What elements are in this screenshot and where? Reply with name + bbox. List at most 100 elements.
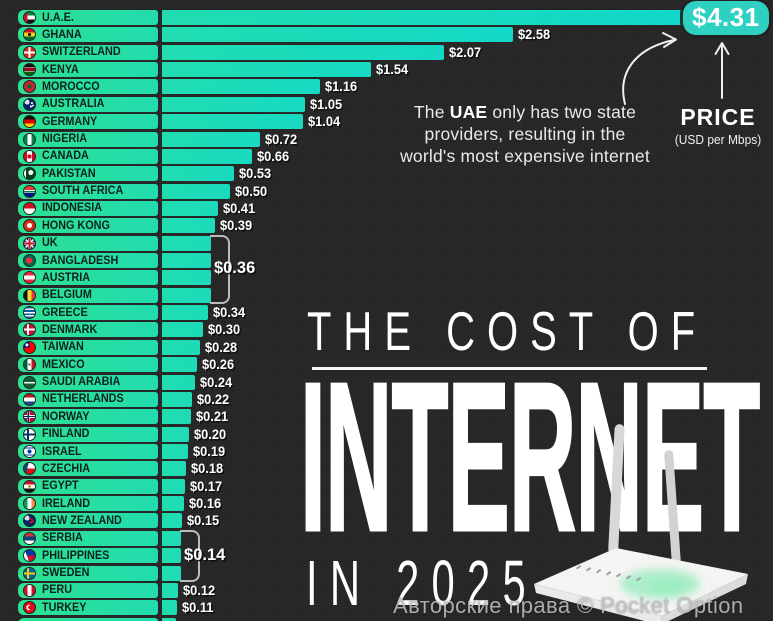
peru-flag-icon [23, 583, 36, 597]
value-label: $0.18 [191, 461, 224, 477]
country-name: TURKEY [42, 601, 87, 614]
country-label: NIGERIA [18, 131, 158, 147]
country-label: SOUTH AFRICA [18, 183, 158, 199]
country-label: GERMANY [18, 114, 158, 130]
value-label: $0.15 [187, 513, 220, 529]
title-line-2: INTERNET [299, 338, 761, 575]
country-name: NORWAY [42, 410, 90, 423]
price-bar [162, 218, 216, 234]
value-label: $0.16 [188, 496, 221, 512]
country-label: UK [18, 235, 158, 251]
country-name: CZECHIA [42, 462, 91, 475]
greece-flag-icon [23, 306, 36, 320]
country-name: SAUDI ARABIA [42, 376, 121, 389]
country-name: MOROCCO [42, 80, 100, 93]
price-bar [162, 444, 188, 459]
value-label: $0.21 [195, 409, 228, 425]
country-name: CANADA [42, 150, 89, 163]
price-bar [162, 461, 187, 477]
group-bracket [180, 529, 201, 582]
value-label: $0.20 [194, 426, 227, 442]
country-label: NORWAY [18, 409, 158, 425]
value-label: $0.24 [199, 374, 232, 390]
country-label: IRELAND [18, 496, 158, 512]
country-name: AUSTRIA [42, 271, 91, 284]
value-label: $1.04 [308, 114, 341, 130]
country-label: TAIWAN [18, 339, 158, 355]
country-name: INDONESIA [42, 202, 103, 215]
price-axis-label: PRICE (USD per Mbps) [660, 104, 773, 147]
country-name: HONG KONG [42, 219, 110, 232]
router-led-ticks [575, 565, 642, 582]
country-label [18, 617, 158, 621]
straight-arrow-head [714, 42, 730, 55]
country-label: GHANA [18, 27, 158, 43]
value-label: $0.22 [196, 391, 230, 407]
new-zealand-flag-icon [23, 514, 36, 528]
country-name: TAIWAN [42, 341, 84, 354]
country-name: SWITZERLAND [42, 46, 121, 59]
title-divider [312, 367, 707, 370]
bangladesh-flag-icon [23, 254, 36, 268]
price-bar [162, 322, 203, 338]
price-bar [162, 253, 211, 269]
router-antenna-left [608, 424, 625, 555]
philippines-flag-icon [23, 549, 36, 563]
uae-price-badge: $4.31 [683, 1, 769, 35]
price-bar [162, 62, 372, 78]
value-label: $1.05 [309, 96, 342, 112]
price-bar [162, 166, 235, 182]
czechia-flag-icon [23, 462, 36, 476]
price-bar [162, 270, 211, 286]
country-label: TURKEY [18, 600, 158, 616]
morocco-flag-icon [23, 80, 36, 94]
value-label: $1.54 [376, 62, 409, 78]
curved-arrow [622, 39, 675, 105]
value-label: $2.58 [517, 27, 550, 43]
country-label: CZECHIA [18, 461, 158, 477]
norway-flag-icon [23, 410, 36, 424]
price-bar [162, 131, 260, 147]
country-name: GERMANY [42, 115, 98, 128]
country-name: EGYPT [42, 480, 79, 493]
country-name: GHANA [42, 28, 82, 41]
title-line-1: THE COST OF [307, 300, 708, 363]
value-label: $0.72 [264, 131, 298, 147]
israel-flag-icon [23, 445, 36, 458]
country-label: PERU [18, 582, 158, 598]
finland-flag-icon [23, 427, 36, 441]
price-label-unit: (USD per Mbps) [674, 132, 762, 147]
price-bar [162, 339, 201, 355]
title-line-3: IN 2025 [306, 547, 538, 620]
value-label: $2.07 [448, 44, 481, 60]
country-name: PERU [42, 584, 73, 597]
curved-arrow-head [662, 32, 677, 48]
ireland-flag-icon [23, 497, 36, 511]
value-label: $0.11 [181, 600, 214, 616]
country-name: ISRAEL [42, 445, 82, 458]
turkey-flag-icon [23, 601, 36, 615]
price-bar [162, 548, 182, 564]
country-name: U.A.E. [42, 11, 74, 24]
country-name: SOUTH AFRICA [42, 185, 124, 198]
value-label: $0.12 [183, 582, 216, 598]
country-name: NETHERLANDS [42, 393, 124, 406]
group-value-label: $0.14 [184, 545, 226, 564]
price-bar [162, 183, 230, 199]
price-bar [162, 409, 191, 425]
germany-flag-icon [23, 115, 36, 129]
country-label: DENMARK [18, 322, 158, 338]
price-bar [162, 44, 444, 60]
country-label: PHILIPPINES [18, 548, 158, 564]
price-bar [162, 513, 183, 529]
country-label: EGYPT [18, 478, 158, 494]
value-label: $0.41 [222, 200, 255, 216]
price-bar [162, 96, 305, 112]
uae-flag-icon [23, 11, 36, 24]
country-name: AUSTRALIA [42, 98, 105, 111]
value-label: $0.26 [202, 357, 235, 373]
country-label: ISRAEL [18, 444, 158, 459]
value-label: $0.19 [192, 444, 225, 459]
country-label: MEXICO [18, 357, 158, 373]
